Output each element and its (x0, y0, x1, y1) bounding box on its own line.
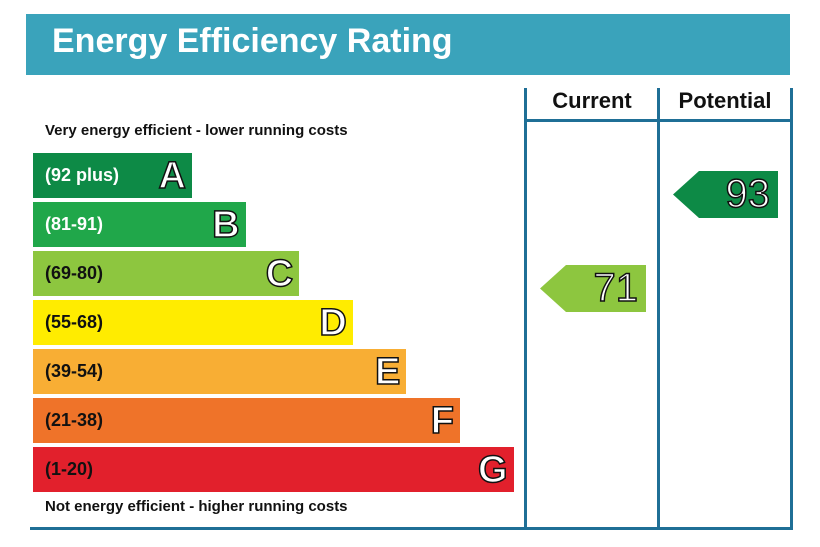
current-rating-arrow: 71 (540, 265, 646, 312)
band-range-label: (81-91) (45, 214, 104, 234)
band-letter: A (158, 154, 187, 198)
band-bar-c: (69-80) C (33, 251, 300, 296)
band-letter: C (265, 252, 294, 296)
band-letter: G (477, 448, 508, 492)
divider-middle (657, 88, 660, 530)
divider-right (790, 88, 793, 530)
band-bar-b: (81-91) B (33, 202, 246, 247)
current-rating-value: 71 (593, 265, 639, 311)
band-bar-d: (55-68) D (33, 300, 353, 345)
top-note: Very energy efficient - lower running co… (45, 122, 348, 139)
band-letter: E (374, 350, 401, 394)
band-letter: B (211, 203, 240, 247)
title-banner: Energy Efficiency Rating (26, 14, 790, 75)
potential-arrow-shape (673, 171, 778, 218)
band-bar-e: (39-54) E (33, 349, 407, 394)
divider-left (524, 88, 527, 530)
potential-rating-arrow: 93 (673, 171, 778, 218)
bottom-note: Not energy efficient - higher running co… (45, 498, 348, 515)
band-letter: D (319, 301, 348, 345)
chart-title: Energy Efficiency Rating (52, 22, 453, 60)
bottom-border (30, 527, 793, 530)
band-bar-a: (92 plus) A (33, 153, 192, 198)
band-bar-f: (21-38) F (33, 398, 460, 443)
band-letter: F (430, 399, 455, 443)
band-range-label: (92 plus) (45, 165, 120, 185)
band-range-label: (1-20) (45, 459, 94, 479)
current-arrow-shape (540, 265, 646, 312)
band-range-label: (69-80) (45, 263, 104, 283)
column-header-current: Current (552, 88, 632, 113)
band-range-label: (39-54) (45, 361, 104, 381)
band-range-label: (21-38) (45, 410, 104, 430)
header-divider (524, 119, 793, 122)
band-range-label: (55-68) (45, 312, 104, 332)
band-bar-g: (1-20) G (33, 447, 514, 492)
potential-rating-value: 93 (725, 171, 771, 217)
column-header-potential: Potential (678, 88, 772, 113)
